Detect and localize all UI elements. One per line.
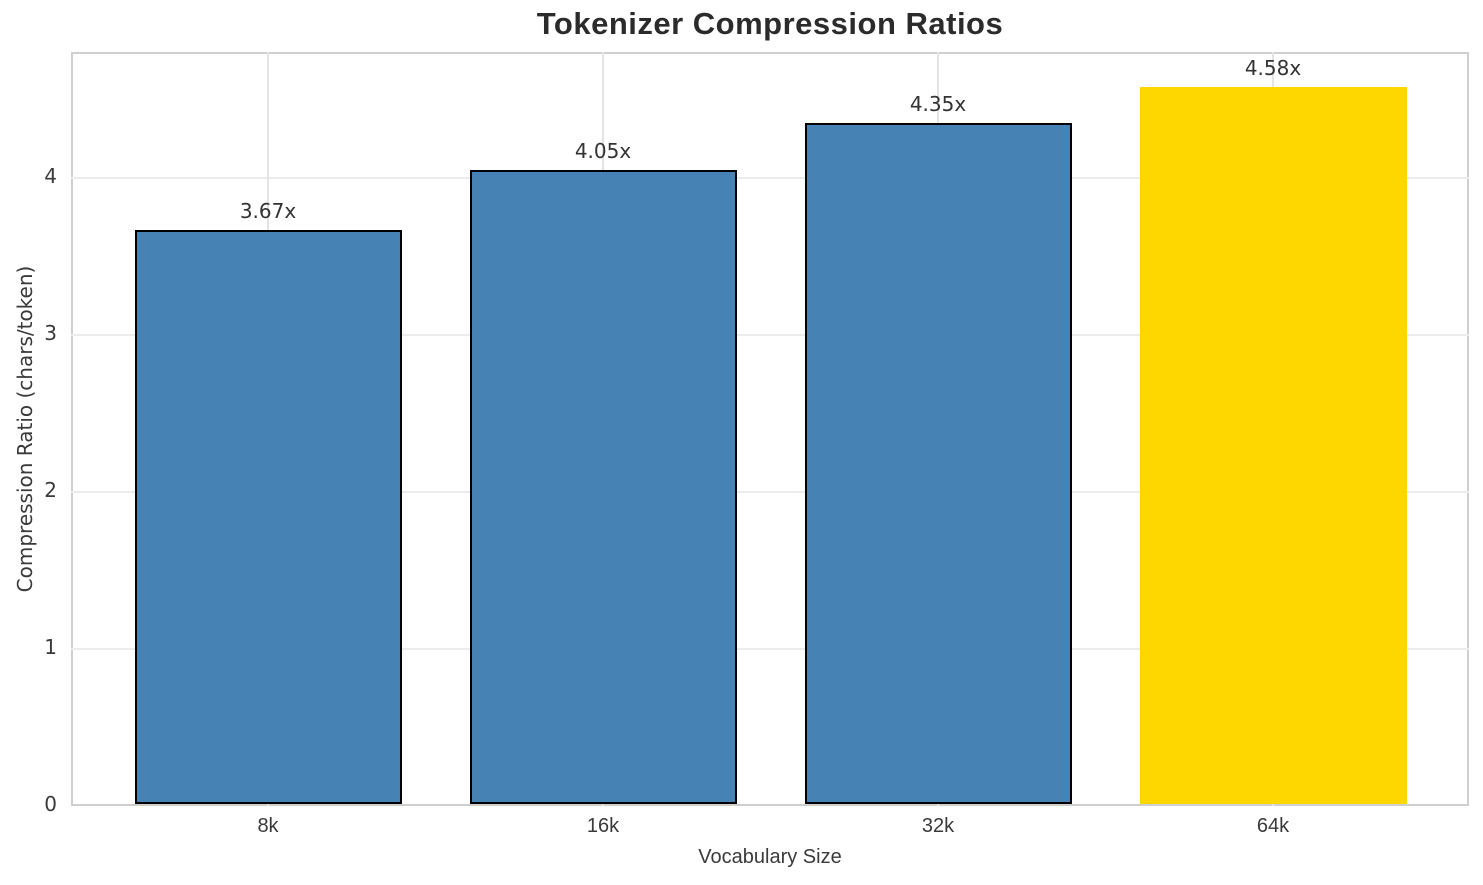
gridline-horizontal (71, 176, 1469, 179)
bar-value-label: 4.58x (1244, 55, 1302, 80)
gridline-horizontal (71, 490, 1469, 493)
gridline-horizontal (71, 333, 1469, 336)
y-tick-label: 4 (44, 163, 57, 188)
y-tick-label: 0 (44, 792, 57, 816)
bar-value-label: 4.05x (574, 138, 632, 163)
x-tick-label: 64k (1256, 815, 1290, 837)
x-tick-label: 8k (257, 815, 279, 837)
bar (1139, 86, 1407, 804)
bar (469, 169, 737, 804)
y-axis-label: Compression Ratio (chars/token) (13, 265, 37, 593)
y-tick-label: 2 (44, 477, 57, 502)
y-tick-label: 3 (44, 320, 57, 345)
bar-value-label: 3.67x (239, 198, 297, 223)
bar-value-label: 4.35x (909, 91, 967, 116)
gridline-horizontal (71, 647, 1469, 650)
x-tick-label: 32k (921, 815, 955, 837)
bar (804, 122, 1072, 804)
chart-title: Tokenizer Compression Ratios (536, 6, 1004, 41)
x-axis-label: Vocabulary Size (698, 846, 842, 868)
y-tick-label: 1 (44, 634, 57, 659)
bar (134, 229, 402, 804)
x-tick-label: 16k (586, 815, 620, 837)
